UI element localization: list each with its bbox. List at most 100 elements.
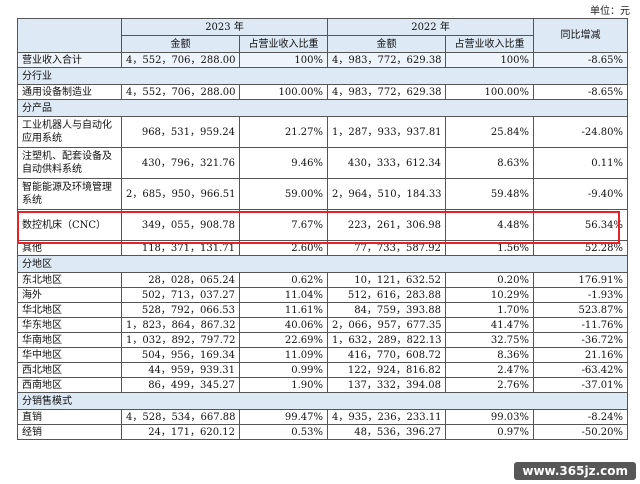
row-label: 东北地区 xyxy=(17,272,122,288)
header-year-2023: 2023 年 xyxy=(120,18,329,36)
amount-2023: 4，528，534，667.88 xyxy=(121,409,240,425)
ratio-2023: 11.04% xyxy=(238,287,329,303)
revenue-table: 2023 年 2022 年 同比增减 金额 占营业收入比重 金额 占营业收入比重… xyxy=(16,18,629,440)
header-ratio-2023: 占营业收入比重 xyxy=(238,35,329,53)
ratio-2023: 11.09% xyxy=(238,347,329,363)
table-row: 海外 502，713，037.27 11.04% 512，616，283.88 10.2… xyxy=(17,287,629,303)
section-title: 分地区 xyxy=(16,255,629,273)
table-row: 华中地区 504，956，169.34 11.09% 416，770，608.72 8.… xyxy=(17,347,629,363)
ratio-2022: 8.63% xyxy=(445,147,535,179)
ratio-2023: 99.47% xyxy=(238,409,329,425)
amount-2023: 86，499，345.27 xyxy=(121,377,240,393)
ratio-2022: 4.48% xyxy=(445,209,535,241)
amount-2022: 77，733，587.92 xyxy=(327,240,447,256)
ratio-2023: 7.67% xyxy=(238,209,329,241)
ratio-2022: 2.47% xyxy=(445,362,535,378)
table-row: 华东地区 1，823，864，867.32 40.06% 2，066，957，677.… xyxy=(17,317,629,333)
table-row: 智能能源及环境管理系统 2，685，950，966.51 59.00% 2，964，5… xyxy=(17,178,629,210)
section-title: 分产品 xyxy=(16,99,629,117)
row-label: 工业机器人与自动化应用系统 xyxy=(17,116,122,148)
ratio-2022: 10.29% xyxy=(445,287,535,303)
row-label: 华东地区 xyxy=(17,317,122,333)
amount-2022: 10，121，632.52 xyxy=(327,272,447,288)
ratio-2023: 0.99% xyxy=(238,362,329,378)
section-header: 分销售模式 xyxy=(16,392,629,410)
ratio-2022: 0.20% xyxy=(445,272,535,288)
ratio-2022: 1.56% xyxy=(445,240,535,256)
amount-2023: 1，032，892，797.72 xyxy=(121,332,240,348)
table-row: 东北地区 28，028，065.24 0.62% 10，121，632.52 0.20%… xyxy=(17,272,629,288)
row-label: 直销 xyxy=(17,409,122,425)
ratio-2022: 0.97% xyxy=(445,424,535,440)
amount-2022: 416，770，608.72 xyxy=(327,347,447,363)
ratio-2022: 8.36% xyxy=(445,347,535,363)
row-label: 智能能源及环境管理系统 xyxy=(17,178,122,210)
row-label: 西南地区 xyxy=(17,377,122,393)
amount-2022: 1，632，289，822.13 xyxy=(327,332,447,348)
total-amount-2022: 4，983，772，629.38 xyxy=(327,52,447,68)
ratio-2023: 100.00% xyxy=(238,84,329,100)
row-label: 华北地区 xyxy=(17,302,122,318)
yoy: -8.65% xyxy=(533,84,629,100)
table-row: 数控机床（CNC） 349，055，908.78 7.67% 223，261，306.… xyxy=(17,209,629,241)
ratio-2023: 2.60% xyxy=(238,240,329,256)
amount-2022: 2，964，510，184.33 xyxy=(327,178,447,210)
yoy: 52.28% xyxy=(533,240,629,256)
table-body: 营业收入合计 4，552，706，288.00 100% 4，983，772，6… xyxy=(16,52,629,440)
total-row: 营业收入合计 4，552，706，288.00 100% 4，983，772，6… xyxy=(17,52,629,68)
table-row: 直销 4，528，534，667.88 99.47% 4，935，236，233.11… xyxy=(17,409,629,425)
amount-2023: 349，055，908.78 xyxy=(121,209,240,241)
ratio-2022: 59.48% xyxy=(445,178,535,210)
ratio-2023: 22.69% xyxy=(238,332,329,348)
section-header: 分地区 xyxy=(16,255,629,273)
ratio-2022: 32.75% xyxy=(445,332,535,348)
amount-2023: 24，171，620.12 xyxy=(121,424,240,440)
table-row: 通用设备制造业 4，552，706，288.00 100.00% 4，983，772，… xyxy=(17,84,629,100)
amount-2023: 4，552，706，288.00 xyxy=(121,84,240,100)
header-blank xyxy=(17,18,122,53)
section-header: 分产品 xyxy=(16,99,629,117)
amount-2022: 430，333，612.34 xyxy=(327,147,447,179)
ratio-2023: 40.06% xyxy=(238,317,329,333)
section-header: 分行业 xyxy=(16,67,629,85)
row-label: 注塑机、配套设备及自动供料系统 xyxy=(17,147,122,179)
amount-2022: 223，261，306.98 xyxy=(327,209,447,241)
amount-2023: 118，371，131.71 xyxy=(121,240,240,256)
table-row: 西南地区 86，499，345.27 1.90% 137，332，394.08 2.76… xyxy=(17,377,629,393)
yoy: -37.01% xyxy=(533,377,629,393)
row-label: 海外 xyxy=(17,287,122,303)
header-ratio-2022: 占营业收入比重 xyxy=(445,35,535,53)
yoy: 56.34% xyxy=(533,209,629,241)
amount-2022: 137，332，394.08 xyxy=(327,377,447,393)
yoy: -50.20% xyxy=(533,424,629,440)
row-label: 其他 xyxy=(17,240,122,256)
row-label: 数控机床（CNC） xyxy=(17,209,122,241)
ratio-2022: 1.70% xyxy=(445,302,535,318)
section-title: 分销售模式 xyxy=(16,392,629,410)
yoy: -11.76% xyxy=(533,317,629,333)
row-label: 经销 xyxy=(17,424,122,440)
table-row: 经销 24，171，620.12 0.53% 48，536，396.27 0.97% -5… xyxy=(17,424,629,440)
header-amount-2023: 金额 xyxy=(121,35,240,53)
amount-2022: 48，536，396.27 xyxy=(327,424,447,440)
amount-2023: 968，531，959.24 xyxy=(121,116,240,148)
total-yoy: -8.65% xyxy=(533,52,629,68)
table-row: 西北地区 44，959，939.31 0.99% 122，924，816.82 2.47… xyxy=(17,362,629,378)
ratio-2023: 59.00% xyxy=(238,178,329,210)
amount-2023: 2，685，950，966.51 xyxy=(121,178,240,210)
amount-2022: 122，924，816.82 xyxy=(327,362,447,378)
amount-2023: 44，959，939.31 xyxy=(121,362,240,378)
yoy: -36.72% xyxy=(533,332,629,348)
yoy: 0.11% xyxy=(533,147,629,179)
yoy: -9.40% xyxy=(533,178,629,210)
watermark: www.365jz.com xyxy=(514,462,636,480)
ratio-2022: 25.84% xyxy=(445,116,535,148)
amount-2023: 502，713，037.27 xyxy=(121,287,240,303)
amount-2022: 512，616，283.88 xyxy=(327,287,447,303)
header-year-2022: 2022 年 xyxy=(327,18,535,36)
amount-2023: 28，028，065.24 xyxy=(121,272,240,288)
header-yoy: 同比增减 xyxy=(533,18,629,53)
yoy: -24.80% xyxy=(533,116,629,148)
amount-2023: 504，956，169.34 xyxy=(121,347,240,363)
ratio-2023: 11.61% xyxy=(238,302,329,318)
